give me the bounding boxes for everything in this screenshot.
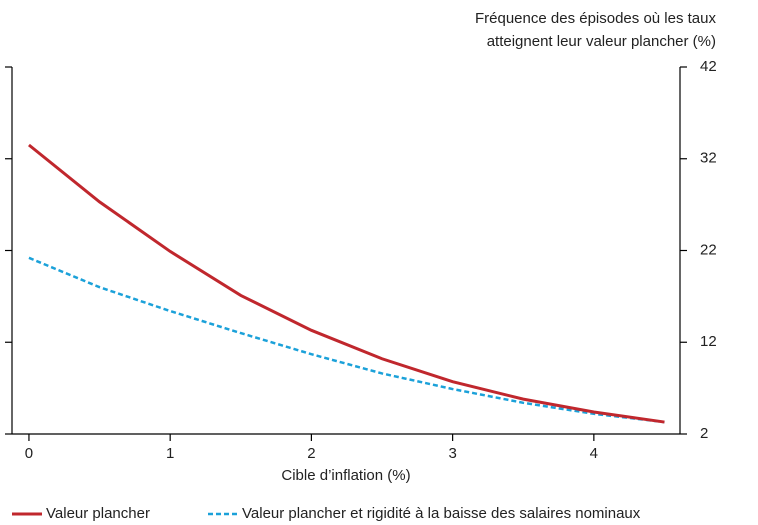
y-axis-label: Fréquence des épisodes où les taux xyxy=(475,10,716,27)
data-line xyxy=(28,256,665,424)
legend-label: Valeur plancher et rigidité à la baisse … xyxy=(242,505,641,522)
y-tick-label: 22 xyxy=(700,241,717,258)
x-tick-label: 2 xyxy=(307,445,315,462)
y-tick-label: 2 xyxy=(700,425,708,442)
y-tick-label: 12 xyxy=(700,333,717,350)
y-axis-label: atteignent leur valeur plancher (%) xyxy=(487,33,716,50)
legend-label: Valeur plancher xyxy=(46,505,150,522)
x-tick-label: 0 xyxy=(25,445,33,462)
x-axis-label: Cible d’inflation (%) xyxy=(281,467,410,484)
x-tick-label: 1 xyxy=(166,445,174,462)
y-tick-label: 42 xyxy=(700,58,717,75)
x-tick-label: 3 xyxy=(448,445,456,462)
x-tick-label: 4 xyxy=(590,445,598,462)
data-line xyxy=(28,143,665,424)
y-tick-label: 32 xyxy=(700,150,717,167)
